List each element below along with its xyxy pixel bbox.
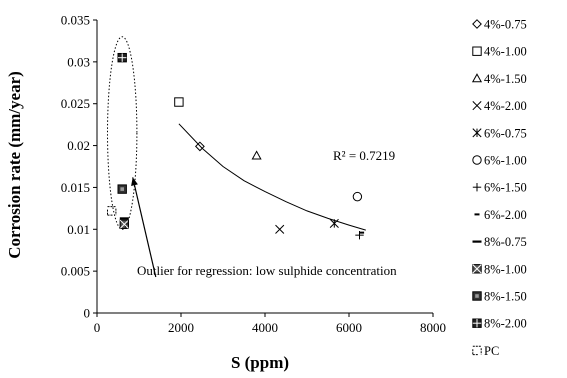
data-point-pc [107,206,117,216]
y-axis-ticks: 0 0.005 0.01 0.015 0.02 0.025 0.03 0.035 [61,13,97,321]
legend-label: 4%-1.50 [484,72,527,86]
data-point-4-1-00 [174,97,184,107]
legend-label: 4%-0.75 [484,18,527,32]
x-tick-label: 8000 [420,320,446,335]
data-point-4-1-50 [251,150,262,160]
legend-label: 8%-0.75 [484,235,527,249]
data-point-4-0-75 [194,141,205,152]
legend-label: 8%-1.00 [484,262,527,276]
data-point-8-1-50 [117,184,127,194]
legend-marker-4-2-00 [472,101,482,111]
y-tick-label: 0 [84,306,91,321]
annotation-arrow-head [131,177,138,186]
x-tick-label: 2000 [168,320,194,335]
y-tick-label: 0.01 [67,222,90,237]
legend-marker-6-1-50 [472,183,482,192]
trendline [178,123,366,231]
trendline-group [178,123,366,231]
y-tick-label: 0.015 [61,180,90,195]
y-tick-label: 0.025 [61,96,90,111]
outlier-annotation [107,36,157,278]
x-tick-label: 0 [94,320,101,335]
legend-label: PC [484,344,499,358]
annotation-arrow-line [132,177,157,278]
legend-label: 4%-1.00 [484,45,527,59]
x-tick-label: 4000 [252,320,278,335]
legend-marker-4-0-75 [472,19,482,29]
data-point-6-1-00 [352,191,363,202]
legend-marker-6-1-00 [472,155,482,165]
legend-marker-6-0-75 [472,128,482,138]
x-axis-ticks: 0 2000 4000 6000 8000 [94,313,446,335]
x-tick-label: 6000 [336,320,362,335]
x-axis-label: S (ppm) [231,353,289,372]
r-squared-label: R² = 0.7219 [333,148,395,163]
y-tick-label: 0.005 [61,264,90,279]
y-tick-label: 0.03 [67,54,90,69]
legend-label: 6%-2.00 [484,208,527,222]
legend-marker-4-1-00 [472,46,482,56]
legend-marker-8-2-00 [472,318,482,328]
legend-label: 4%-2.00 [484,99,527,113]
data-point-4-2-00 [275,224,285,234]
data-point-8-1-00 [119,219,129,229]
legend-label: 8%-1.50 [484,290,527,304]
legend-marker-pc [472,345,482,356]
annotation-text: Outlier for regression: low sulphide con… [137,263,397,278]
legend-marker-8-1-00 [472,264,482,274]
legend-label: 6%-1.00 [484,154,527,168]
data-points [107,52,365,240]
y-tick-label: 0.035 [61,13,90,28]
y-axis-label: Corrosion rate (mm/year) [5,71,24,259]
data-point-6-0-75 [329,218,339,228]
legend-label: 8%-2.00 [484,317,527,331]
legend: 4%-0.75 4%-1.00 4%-1.50 4%-2.00 6%-0.75 6%-1.… [471,18,527,358]
legend-label: 6%-0.75 [484,126,527,140]
legend-marker-4-1-50 [471,73,483,83]
data-point-8-2-00 [117,52,127,63]
legend-label: 6%-1.50 [484,181,527,195]
y-tick-label: 0.02 [67,138,90,153]
outlier-ellipse [107,36,138,230]
legend-marker-8-1-50 [472,291,482,301]
